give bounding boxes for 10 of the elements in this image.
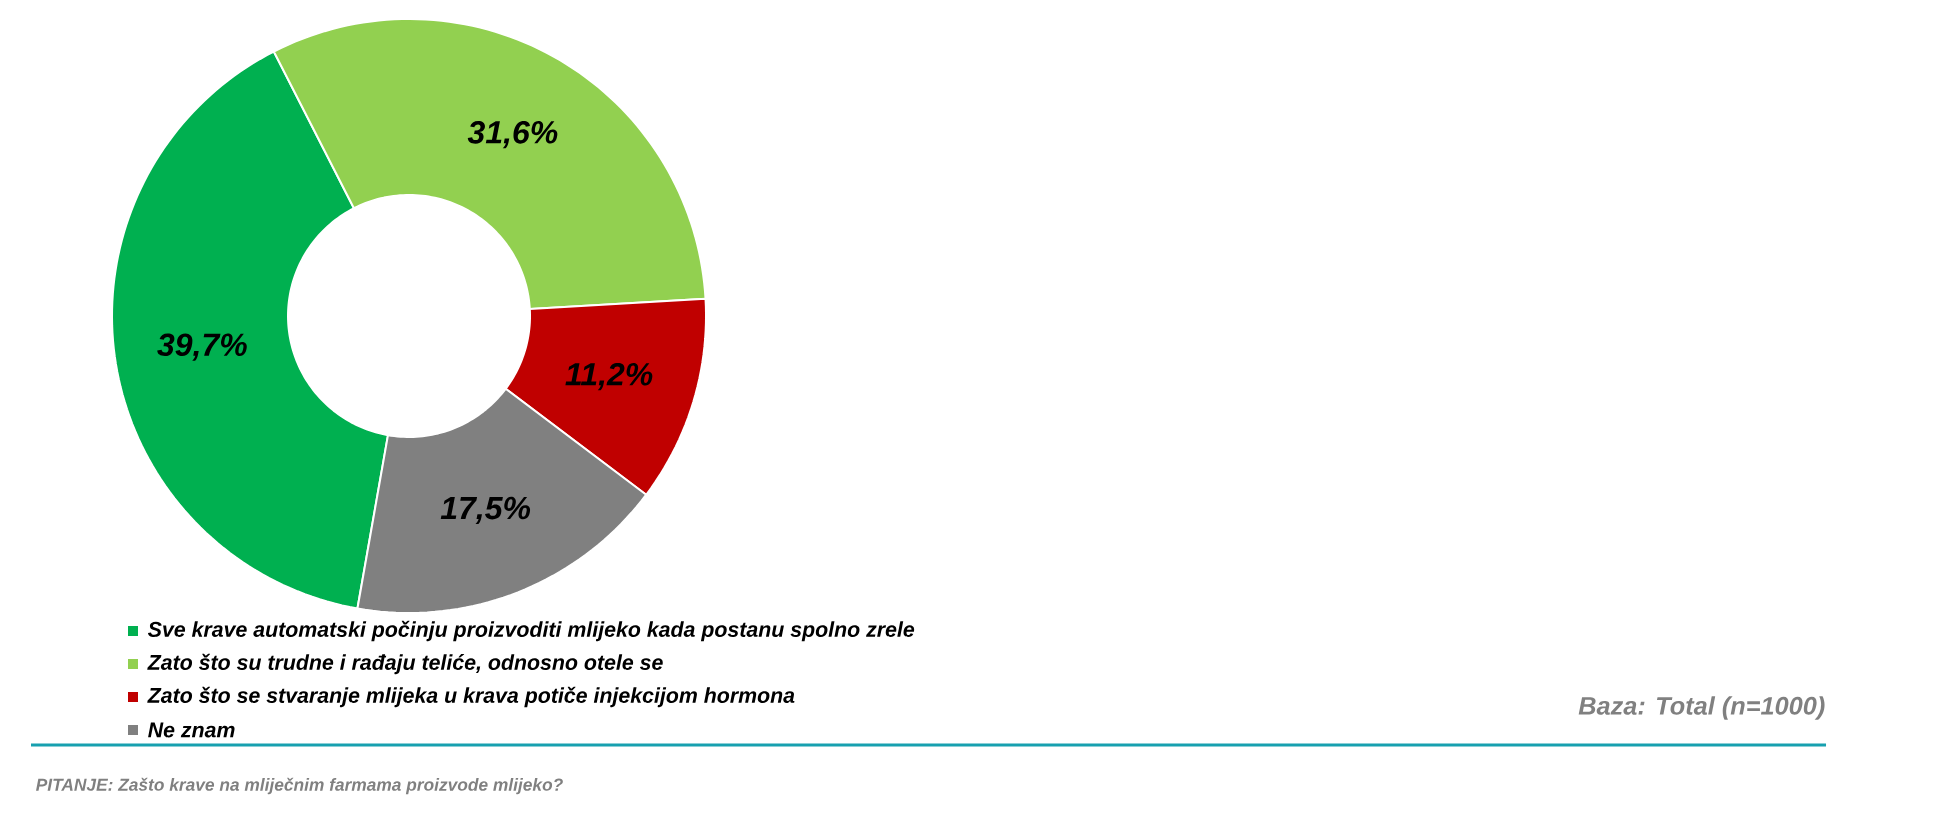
legend-label: Zato što se stvaranje mlijeka u krava potiče injekcijom hormona (147, 686, 795, 708)
legend-label: Sve krave automatski počinju proizvoditi mlijeko kada postanu spolno zrele (147, 620, 915, 642)
data-label: 17,5% (440, 496, 531, 525)
legend-label: Zato što su trudne i rađaju teliće, odnosno otele se (147, 653, 663, 675)
data-label: 11,2% (565, 362, 653, 391)
legend-label: Ne znam (148, 722, 235, 738)
data-label: 39,7% (157, 333, 247, 361)
data-label: 31,6% (467, 120, 558, 149)
text: PITANJE: Zašto krave na mliječnim farmama proizvode mlijeko? (36, 777, 563, 795)
text: Baza: Total (n=1000) (1578, 696, 1825, 720)
